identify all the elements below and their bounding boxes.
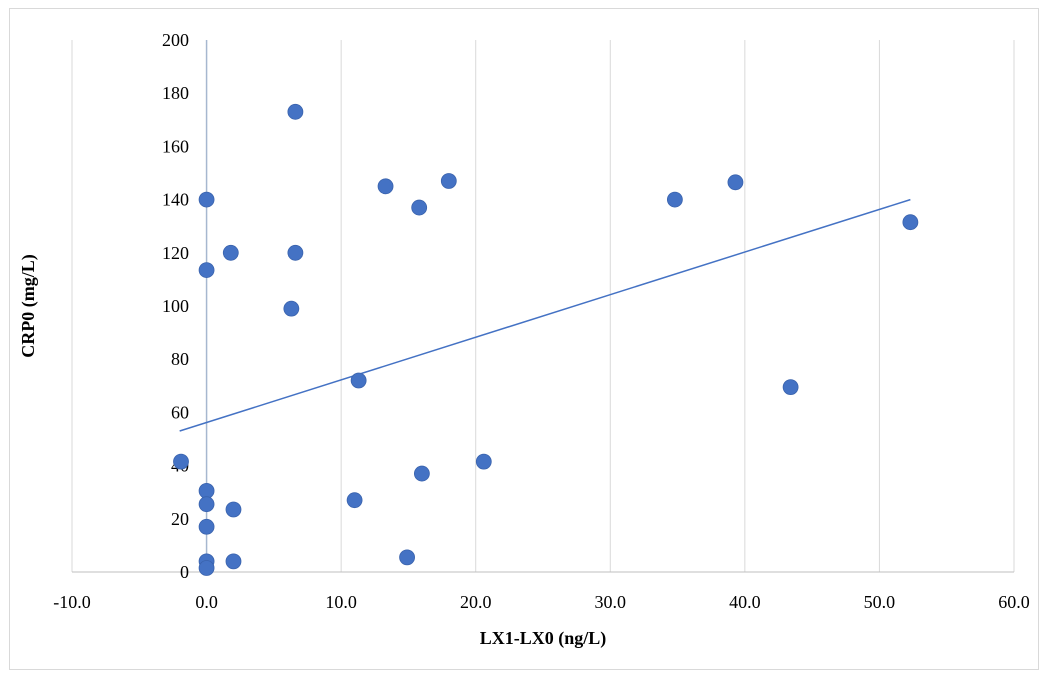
data-point: [782, 379, 799, 396]
x-tick-label: 60.0: [998, 592, 1030, 612]
y-tick-labels: 020406080100120140160180200: [162, 30, 189, 582]
y-tick-label: 60: [171, 402, 189, 422]
data-point: [198, 560, 215, 576]
data-point: [222, 244, 239, 261]
data-point: [902, 214, 919, 231]
data-point: [198, 518, 215, 535]
x-tick-label: 40.0: [729, 592, 761, 612]
x-tick-label: 50.0: [864, 592, 896, 612]
data-point: [198, 262, 215, 278]
x-tick-label: 30.0: [595, 592, 627, 612]
data-point: [475, 453, 492, 470]
y-axis-title: CRP0 (mg/L): [18, 254, 39, 357]
data-points: [173, 103, 919, 576]
data-point: [225, 553, 242, 570]
trendline-group: [179, 198, 911, 432]
gridlines: [71, 40, 1015, 572]
data-point: [666, 191, 683, 208]
data-point: [283, 300, 300, 317]
x-tick-label: -10.0: [53, 592, 91, 612]
data-point: [413, 465, 430, 482]
x-tick-label: 0.0: [195, 592, 218, 612]
y-tick-label: 140: [162, 190, 189, 210]
y-tick-label: 80: [171, 349, 189, 369]
chart-area: [9, 8, 1039, 670]
x-tick-labels: -10.0 0.0 10.0 20.0 30.0 40.0 50.0 60.0: [53, 592, 1030, 612]
data-point: [198, 191, 215, 208]
y-tick-label: 200: [162, 30, 189, 50]
y-tick-label: 20: [171, 509, 189, 529]
y-tick-label: 180: [162, 83, 189, 103]
y-tick-label: 120: [162, 243, 189, 263]
data-point: [225, 501, 242, 518]
data-point: [727, 174, 744, 191]
data-point: [399, 549, 415, 566]
y-tick-label: 0: [180, 562, 189, 582]
y-tick-label: 100: [162, 296, 189, 316]
x-tick-label: 10.0: [325, 592, 357, 612]
data-point: [173, 453, 189, 470]
x-axis-title: LX1-LX0 (ng/L): [480, 628, 607, 649]
data-point: [198, 482, 215, 499]
trendline: [179, 198, 911, 432]
x-tick-label: 20.0: [460, 592, 492, 612]
data-point: [411, 199, 428, 216]
data-point: [287, 244, 304, 261]
data-point: [350, 372, 367, 389]
data-point: [377, 178, 394, 195]
data-point: [440, 173, 457, 189]
data-point: [346, 492, 363, 509]
y-tick-label: 160: [162, 136, 189, 156]
data-point: [287, 103, 304, 120]
data-point: [198, 496, 215, 513]
